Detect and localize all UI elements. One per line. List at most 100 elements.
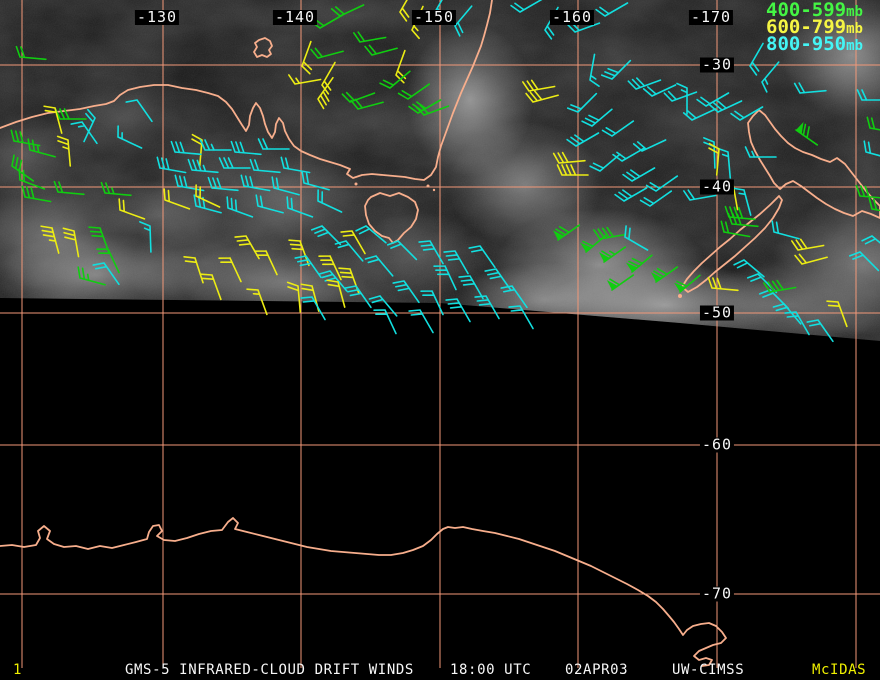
wind-barb-y <box>43 105 63 134</box>
wind-barb-c <box>566 92 598 113</box>
wind-barb-c <box>249 158 281 174</box>
bass-strait-island <box>426 184 430 188</box>
wind-barb-c <box>730 106 764 121</box>
wind-barb-c <box>744 146 777 158</box>
wind-barb-c <box>624 225 649 251</box>
wind-barb-y <box>552 151 586 164</box>
wind-barb-c <box>420 290 444 316</box>
wind-barb-c <box>226 196 254 218</box>
wind-barb-c <box>418 240 444 265</box>
wind-barb-c <box>589 53 600 87</box>
wind-barb-g <box>341 91 376 103</box>
wind-barb-c <box>373 309 397 335</box>
wind-barb-y <box>286 281 302 313</box>
wind-barb-c <box>454 5 473 37</box>
wind-barb-c <box>508 305 534 330</box>
wind-barb-c <box>386 240 418 261</box>
wind-barb-c <box>581 108 613 127</box>
wind-barb-g <box>593 226 627 240</box>
wind-barb-c <box>199 139 232 151</box>
wind-barb-g <box>21 185 52 203</box>
wind-barb-c <box>92 262 120 286</box>
wind-barb-c <box>271 176 300 196</box>
legend-range: 400-599 <box>766 0 847 21</box>
wind-barb-c <box>595 2 629 17</box>
wind-barb-y <box>399 0 414 22</box>
wind-barb-y <box>218 257 242 283</box>
wind-barb-y <box>791 238 825 251</box>
wind-barb-y <box>340 230 366 255</box>
wind-barb-y <box>794 253 828 265</box>
wind-barb-g <box>674 274 701 293</box>
wind-barb-c <box>639 190 673 207</box>
wind-barb-c <box>458 275 484 300</box>
wind-barb-c <box>368 295 398 317</box>
wind-barb-c <box>125 99 153 123</box>
latitude-label: -50 <box>699 303 735 322</box>
wind-barb-y <box>288 239 310 267</box>
wind-barb-g <box>15 45 47 61</box>
wind-barb-g <box>353 31 387 43</box>
wind-barb-y <box>326 279 346 308</box>
wind-barb-c <box>856 89 880 101</box>
latitude-label: -30 <box>699 55 735 74</box>
wind-barb-y <box>317 76 334 110</box>
wind-barb-g <box>379 70 411 89</box>
wind-barb-y <box>338 267 360 295</box>
wind-barb-g <box>310 47 344 59</box>
product-title: GMS-5 INFRARED-CLOUD DRIFT WINDS <box>125 662 414 678</box>
wind-barb-c <box>334 240 364 262</box>
wind-barb-c <box>663 90 698 102</box>
coastline-new-zealand-south <box>681 195 783 293</box>
wind-barb-c <box>771 220 800 240</box>
wind-barb-g <box>408 99 442 114</box>
wind-barb-c <box>301 171 330 191</box>
wind-barb-c <box>566 132 600 147</box>
wind-barb-c <box>310 225 342 246</box>
longitude-label: -130 <box>134 8 180 26</box>
wind-barb-g <box>626 254 653 273</box>
wind-barb-y <box>525 90 559 103</box>
wind-barb-c <box>240 174 271 192</box>
wind-barb-c <box>863 140 880 160</box>
wind-barb-c <box>207 176 239 192</box>
legend-unit: mb <box>846 38 863 54</box>
lake-eyre-outline <box>253 37 273 58</box>
coastline-antarctica <box>0 517 727 667</box>
longitude-label: -150 <box>411 8 457 26</box>
wind-barb-c <box>761 61 780 93</box>
wind-barb-c <box>344 285 372 309</box>
wind-barb-c <box>170 140 202 156</box>
longitude-label: -140 <box>272 8 318 26</box>
wind-barb-c <box>230 140 262 156</box>
wind-barb-c <box>861 235 880 254</box>
wind-barb-c <box>255 194 284 214</box>
legend-range: 800-950 <box>766 33 847 55</box>
wind-barb-g <box>11 154 35 182</box>
wind-barb-y <box>318 255 342 281</box>
wind-barb-c <box>601 120 635 137</box>
wind-barb-c <box>510 0 544 13</box>
wind-barb-c <box>484 268 512 292</box>
coastline-new-zealand-north <box>747 109 880 219</box>
wind-barb-g <box>100 181 132 197</box>
wind-barb-g <box>27 138 56 158</box>
wind-barb-y <box>522 79 556 92</box>
wind-barb-c <box>83 108 96 143</box>
wind-barb-g <box>330 4 365 17</box>
wind-barb-c <box>408 309 434 334</box>
wind-barb-c <box>733 259 765 278</box>
wind-barb-c <box>732 187 752 216</box>
wind-barb-g <box>397 83 431 100</box>
wind-barb-g <box>53 180 85 196</box>
wind-barb-c <box>294 255 322 279</box>
coastline-tasmania <box>364 192 419 244</box>
wind-barb-g <box>866 116 880 134</box>
wind-barb-g <box>855 184 880 200</box>
source-org: UW-CIMSS <box>672 662 745 678</box>
wind-barb-c <box>280 156 311 174</box>
wind-barb-g <box>364 44 398 56</box>
wind-barb-c <box>300 296 326 321</box>
